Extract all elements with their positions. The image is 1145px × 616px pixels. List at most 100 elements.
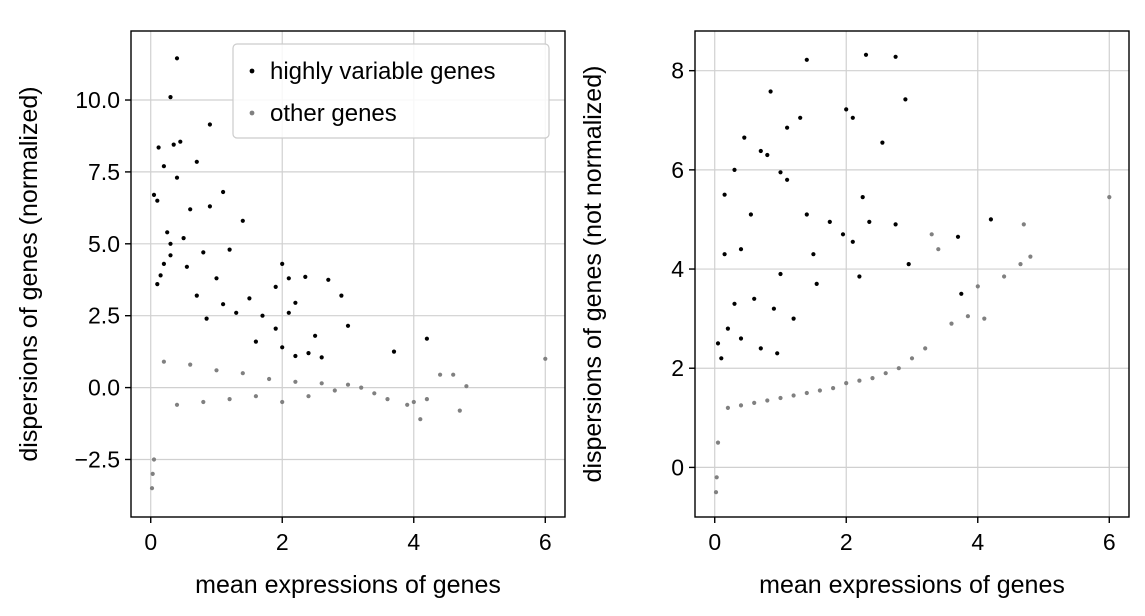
right-plot-point-other-genes bbox=[929, 232, 934, 237]
left-plot-point-other-genes bbox=[464, 384, 469, 389]
left-plot-point-highly-variable-genes bbox=[221, 189, 226, 195]
right-plot-point-other-genes bbox=[857, 378, 862, 383]
left-plot-point-highly-variable-genes bbox=[207, 122, 212, 127]
right-plot-point-highly-variable-genes bbox=[955, 234, 961, 239]
left-plot-x-tick-label: 0 bbox=[144, 529, 157, 555]
left-plot-point-highly-variable-genes bbox=[168, 241, 173, 246]
right-plot-point-other-genes bbox=[844, 381, 849, 386]
left-plot-point-highly-variable-genes bbox=[286, 310, 291, 315]
left-plot-point-highly-variable-genes bbox=[391, 349, 397, 354]
left-plot-point-highly-variable-genes bbox=[161, 164, 166, 169]
right-plot-point-other-genes bbox=[870, 376, 875, 381]
right-plot-point-highly-variable-genes bbox=[719, 356, 724, 361]
left-plot-point-highly-variable-genes bbox=[204, 316, 209, 321]
left-plot-point-other-genes bbox=[457, 408, 462, 413]
left-plot-y-tick-label: 0.0 bbox=[88, 375, 120, 401]
left-plot-point-highly-variable-genes bbox=[326, 277, 331, 282]
right-plot-point-other-genes bbox=[1107, 195, 1112, 200]
left-plot-point-highly-variable-genes bbox=[194, 293, 199, 298]
right-plot-point-highly-variable-genes bbox=[771, 306, 777, 311]
left-plot-y-tick-label: 2.5 bbox=[88, 303, 120, 329]
left-plot-point-other-genes bbox=[240, 371, 245, 376]
left-plot-point-other-genes bbox=[227, 397, 232, 402]
left-plot-point-highly-variable-genes bbox=[313, 333, 318, 338]
left-plot-y-axis-label: dispersions of genes (normalized) bbox=[15, 86, 43, 461]
left-plot-y-tick-label: 10.0 bbox=[75, 87, 120, 113]
right-plot-point-other-genes bbox=[791, 393, 796, 398]
left-plot-point-other-genes bbox=[411, 399, 416, 405]
left-plot-point-highly-variable-genes bbox=[171, 142, 176, 147]
left-plot-point-highly-variable-genes bbox=[293, 300, 298, 305]
left-plot-point-highly-variable-genes bbox=[227, 247, 232, 252]
left-plot-point-highly-variable-genes bbox=[155, 198, 160, 203]
left-plot-point-highly-variable-genes bbox=[174, 175, 180, 180]
right-plot-point-highly-variable-genes bbox=[844, 107, 849, 112]
left-plot-point-highly-variable-genes bbox=[188, 207, 193, 212]
left-plot-point-highly-variable-genes bbox=[194, 159, 199, 164]
left-plot-x-tick-label: 4 bbox=[407, 529, 420, 555]
right-plot-point-other-genes bbox=[715, 440, 721, 445]
left-plot-frame bbox=[130, 30, 566, 518]
right-plot-point-other-genes bbox=[975, 284, 980, 289]
left-plot-point-highly-variable-genes bbox=[165, 230, 170, 235]
right-plot-x-tick-label: 2 bbox=[840, 529, 853, 555]
left-plot-point-highly-variable-genes bbox=[280, 345, 285, 350]
left-plot-point-highly-variable-genes bbox=[424, 336, 429, 341]
right-plot-point-other-genes bbox=[883, 371, 888, 376]
left-plot-point-highly-variable-genes bbox=[155, 282, 160, 287]
right-plot-point-highly-variable-genes bbox=[880, 140, 885, 145]
right-plot-point-highly-variable-genes bbox=[732, 167, 737, 172]
right-plot-x-tick-label: 0 bbox=[708, 529, 721, 555]
right-plot-point-highly-variable-genes bbox=[860, 195, 865, 200]
right-plot-point-highly-variable-genes bbox=[758, 148, 763, 154]
left-plot-x-tick-label: 6 bbox=[539, 529, 552, 555]
right-plot-ticks: 0 2 4 6 0 2 4 6 8 bbox=[671, 58, 1115, 555]
left-plot-point-highly-variable-genes bbox=[240, 218, 245, 223]
right-plot-point-other-genes bbox=[713, 490, 719, 495]
right-plot-point-other-genes bbox=[765, 398, 770, 403]
right-plot-point-highly-variable-genes bbox=[732, 301, 737, 306]
right-plot-point-other-genes bbox=[714, 475, 719, 480]
right-plot-point-highly-variable-genes bbox=[814, 281, 819, 286]
right-plot-point-other-genes bbox=[752, 400, 757, 405]
right-plot-point-highly-variable-genes bbox=[765, 152, 770, 158]
right-plot-point-other-genes bbox=[817, 388, 823, 393]
left-plot-point-highly-variable-genes bbox=[319, 355, 324, 360]
left-plot-point-highly-variable-genes bbox=[214, 276, 219, 281]
right-plot-point-highly-variable-genes bbox=[857, 274, 862, 279]
left-plot-point-other-genes bbox=[267, 376, 272, 382]
legend-marker-other bbox=[249, 110, 255, 116]
right-plot-point-highly-variable-genes bbox=[850, 239, 855, 244]
right-plot-point-highly-variable-genes bbox=[906, 262, 911, 267]
left-plot-point-other-genes bbox=[543, 356, 548, 361]
right-plot-y-axis-label: dispersions of genes (not normalized) bbox=[579, 66, 607, 483]
right-plot-point-other-genes bbox=[738, 403, 744, 408]
right-plot-point-highly-variable-genes bbox=[715, 341, 721, 346]
left-plot-point-other-genes bbox=[385, 397, 390, 402]
left-plot-point-other-genes bbox=[150, 471, 155, 476]
right-plot-point-highly-variable-genes bbox=[850, 115, 855, 120]
left-plot-point-highly-variable-genes bbox=[178, 139, 183, 144]
left-plot-points bbox=[149, 56, 548, 491]
right-plot-point-highly-variable-genes bbox=[804, 57, 809, 62]
right-plot-point-highly-variable-genes bbox=[778, 271, 783, 277]
left-plot-point-highly-variable-genes bbox=[273, 284, 278, 289]
right-plot-point-highly-variable-genes bbox=[738, 336, 744, 341]
right-plot-point-highly-variable-genes bbox=[893, 222, 898, 227]
right-plot-point-highly-variable-genes bbox=[768, 89, 773, 94]
left-plot-ticks: 0 2 4 6 −2.5 0.0 2.5 5.0 7.5 10.0 bbox=[75, 87, 552, 555]
right-plot-point-other-genes bbox=[965, 314, 971, 319]
right-plot-point-highly-variable-genes bbox=[959, 291, 964, 296]
right-plot-point-highly-variable-genes bbox=[775, 351, 780, 356]
left-plot-point-other-genes bbox=[214, 368, 219, 373]
left-plot-point-highly-variable-genes bbox=[151, 192, 157, 197]
right-plot-point-highly-variable-genes bbox=[867, 219, 872, 224]
right-plot-point-other-genes bbox=[949, 321, 954, 326]
legend-marker-highly-variable bbox=[249, 68, 255, 74]
right-plot-point-other-genes bbox=[1021, 222, 1026, 227]
left-plot-point-other-genes bbox=[438, 372, 443, 377]
right-plot-gridlines bbox=[695, 31, 1129, 517]
right-plot-point-highly-variable-genes bbox=[722, 192, 727, 197]
right-plot-point-other-genes bbox=[1002, 274, 1007, 279]
right-plot-point-highly-variable-genes bbox=[785, 177, 790, 182]
